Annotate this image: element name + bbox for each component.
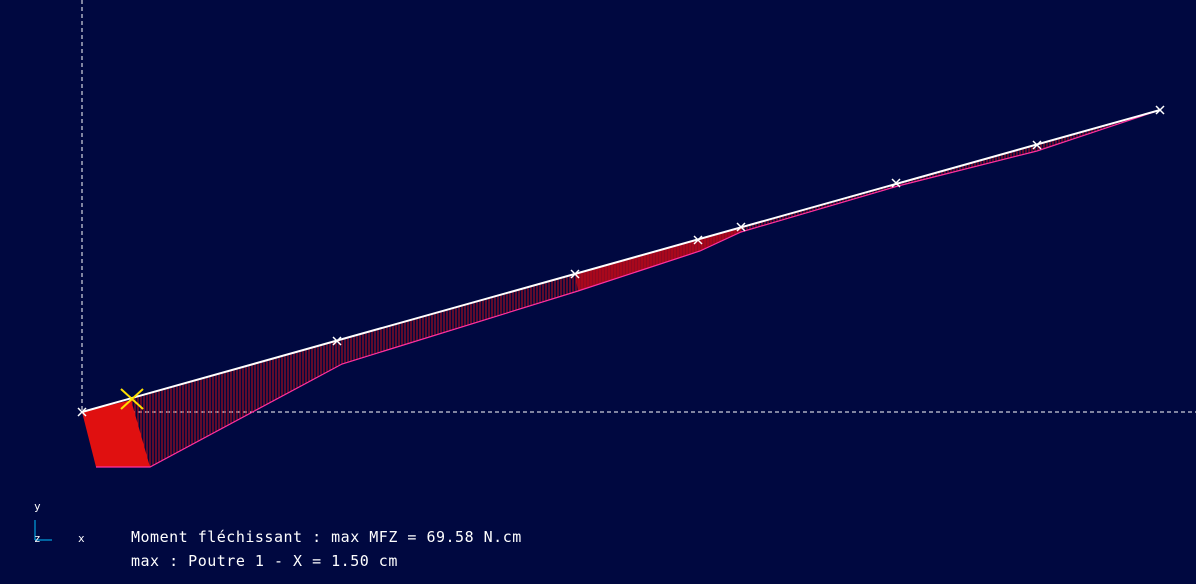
beam-line xyxy=(81,109,1161,413)
node-marker xyxy=(1155,105,1165,115)
axis-triad xyxy=(34,520,52,541)
node-marker xyxy=(693,235,703,245)
max-location-line: max : Poutre 1 - X = 1.50 cm xyxy=(131,552,398,570)
max-moment-marker xyxy=(120,388,144,410)
node-marker xyxy=(891,178,901,188)
moment-info-line: Moment fléchissant : max MFZ = 69.58 N.c… xyxy=(131,528,522,546)
node-marker xyxy=(77,407,87,417)
node-marker xyxy=(570,269,580,279)
axis-z-label: z xyxy=(34,532,41,545)
moment-diagram-dense-segment xyxy=(575,227,741,291)
moment-diagram-peak-block xyxy=(82,400,150,467)
axis-x-label: x xyxy=(78,532,85,545)
moment-diagram-outline xyxy=(96,109,1161,468)
beam-nodes xyxy=(77,105,1165,417)
node-marker xyxy=(1032,140,1042,150)
node-marker xyxy=(736,222,746,232)
axis-y-label: y xyxy=(34,500,41,513)
moment-diagram-hatch xyxy=(131,110,1159,467)
node-marker xyxy=(332,336,342,346)
